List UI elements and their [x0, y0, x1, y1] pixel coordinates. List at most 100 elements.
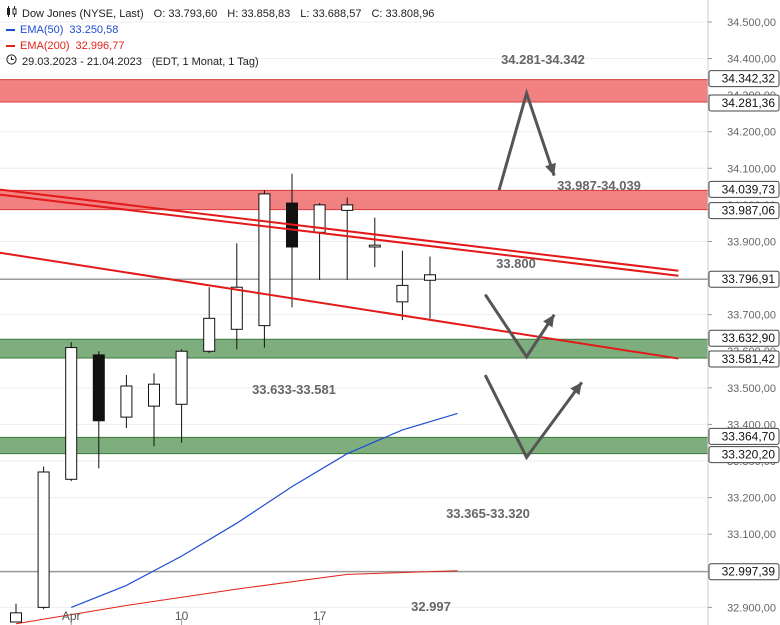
- high-value: H: 33.858,83: [227, 8, 291, 20]
- price-tag-label: 33.364,70: [722, 429, 776, 443]
- candle-body: [148, 383, 160, 407]
- ema50-line: [70, 412, 458, 608]
- price-tag-label: 32.997,39: [722, 565, 776, 579]
- candle-body: [120, 385, 133, 418]
- price-tag-label: 33.581,42: [722, 352, 776, 366]
- candle: [424, 256, 436, 319]
- y-tick-label: 32.900,00: [727, 602, 776, 614]
- candle-body: [341, 204, 354, 211]
- y-tick-label: 33.200,00: [727, 493, 776, 505]
- ema200-line: [15, 570, 458, 625]
- price-tag-box: [708, 427, 780, 445]
- price-tag-box: [708, 350, 780, 368]
- candle: [203, 287, 216, 354]
- price-tag-box: [708, 446, 780, 464]
- candle-body: [424, 274, 436, 281]
- y-tick-label: 33.700,00: [727, 310, 776, 322]
- price-tag-label: 33.987,06: [722, 204, 776, 218]
- y-tick-label: 33.500,00: [727, 383, 776, 395]
- price-tag-box: [708, 563, 780, 581]
- ema50-label: EMA(50): [20, 24, 64, 36]
- trend-line: [0, 251, 679, 360]
- y-tick-label: 34.400,00: [727, 54, 776, 66]
- ema200-value: 32.996,77: [75, 40, 125, 52]
- x-tick-label: 17: [313, 609, 327, 623]
- candle: [341, 197, 354, 280]
- candle: [396, 250, 409, 321]
- arrow-head: [570, 382, 582, 396]
- price-tag-box: [708, 270, 780, 288]
- trend-line-parallel: [0, 193, 679, 277]
- candle: [258, 190, 271, 348]
- y-tick-label: 33.100,00: [727, 529, 776, 541]
- legend-range-row: 29.03.2023 - 21.04.2023 (EDT, 1 Monat, 1…: [6, 54, 434, 70]
- candle: [120, 375, 133, 429]
- candle-body: [368, 244, 381, 248]
- candle: [92, 351, 105, 469]
- chart-legend: Dow Jones (NYSE, Last) O: 33.793,60 H: 3…: [6, 6, 434, 70]
- candle: [175, 349, 188, 443]
- trend-line: [0, 188, 679, 272]
- candlestick-icon: [6, 6, 18, 22]
- price-tag-label: 34.281,36: [722, 96, 776, 110]
- price-tag-label: 34.039,73: [722, 182, 776, 196]
- zone-label: 34.281-34.342: [501, 52, 585, 67]
- zone-label: 33.633-33.581: [252, 382, 336, 397]
- candle-body: [203, 317, 216, 352]
- candle-body: [230, 286, 243, 330]
- level-label: 32.997: [411, 599, 451, 614]
- clock-icon: [6, 54, 18, 70]
- arrow-head: [545, 162, 556, 176]
- legend-ema50-row[interactable]: EMA(50) 33.250,58: [6, 22, 434, 38]
- close-value: C: 33.808,96: [371, 8, 435, 20]
- x-tick-label: 10: [175, 609, 189, 623]
- ema50-value: 33.250,58: [69, 24, 119, 36]
- forecast-arrow: [497, 88, 556, 191]
- low-value: L: 33.688,57: [300, 8, 362, 20]
- legend-ema200-row[interactable]: EMA(200) 32.996,77: [6, 38, 434, 54]
- candle: [368, 217, 381, 268]
- instrument-name: Dow Jones (NYSE, Last): [22, 8, 144, 20]
- candle-body: [258, 193, 271, 327]
- candle: [37, 466, 50, 610]
- ema200-swatch: [6, 45, 15, 47]
- legend-instrument-row: Dow Jones (NYSE, Last) O: 33.793,60 H: 3…: [6, 6, 434, 22]
- y-tick-label: 34.100,00: [727, 163, 776, 175]
- support-zone: [0, 339, 708, 359]
- forecast-arrow: [483, 293, 556, 360]
- zone-label: 33.987-34.039: [557, 178, 641, 193]
- candle-body: [10, 612, 22, 623]
- price-tag-box: [708, 202, 780, 220]
- candle: [65, 342, 78, 482]
- price-tag-box: [708, 180, 780, 198]
- y-tick-label: 34.200,00: [727, 127, 776, 139]
- price-tag-box: [708, 94, 780, 112]
- ema200-label: EMA(200): [20, 40, 70, 52]
- y-tick-label: 34.500,00: [727, 17, 776, 29]
- forecast-arrow: [483, 374, 584, 461]
- resistance-zone: [0, 190, 708, 210]
- price-tag-label: 33.632,90: [722, 331, 776, 345]
- price-tag-box: [708, 70, 780, 88]
- candle-body: [92, 354, 105, 422]
- candle-body: [37, 471, 50, 608]
- price-tag-label: 34.342,32: [722, 72, 776, 86]
- arrow-head: [543, 314, 555, 328]
- price-tag-label: 33.796,91: [722, 272, 776, 286]
- resistance-zone: [0, 79, 708, 102]
- price-tag-box: [708, 329, 780, 347]
- candle-body: [396, 284, 409, 303]
- candle: [10, 603, 22, 623]
- candle-body: [175, 350, 188, 405]
- candle: [148, 373, 160, 447]
- interval-info: (EDT, 1 Monat, 1 Tag): [151, 56, 259, 68]
- level-label: 33.800: [496, 256, 536, 271]
- candle: [230, 243, 243, 350]
- ema50-swatch: [6, 29, 15, 31]
- open-value: O: 33.793,60: [153, 8, 218, 20]
- x-tick-label: Apr: [62, 609, 81, 623]
- candle-body: [65, 347, 78, 480]
- y-tick-label: 33.900,00: [727, 236, 776, 248]
